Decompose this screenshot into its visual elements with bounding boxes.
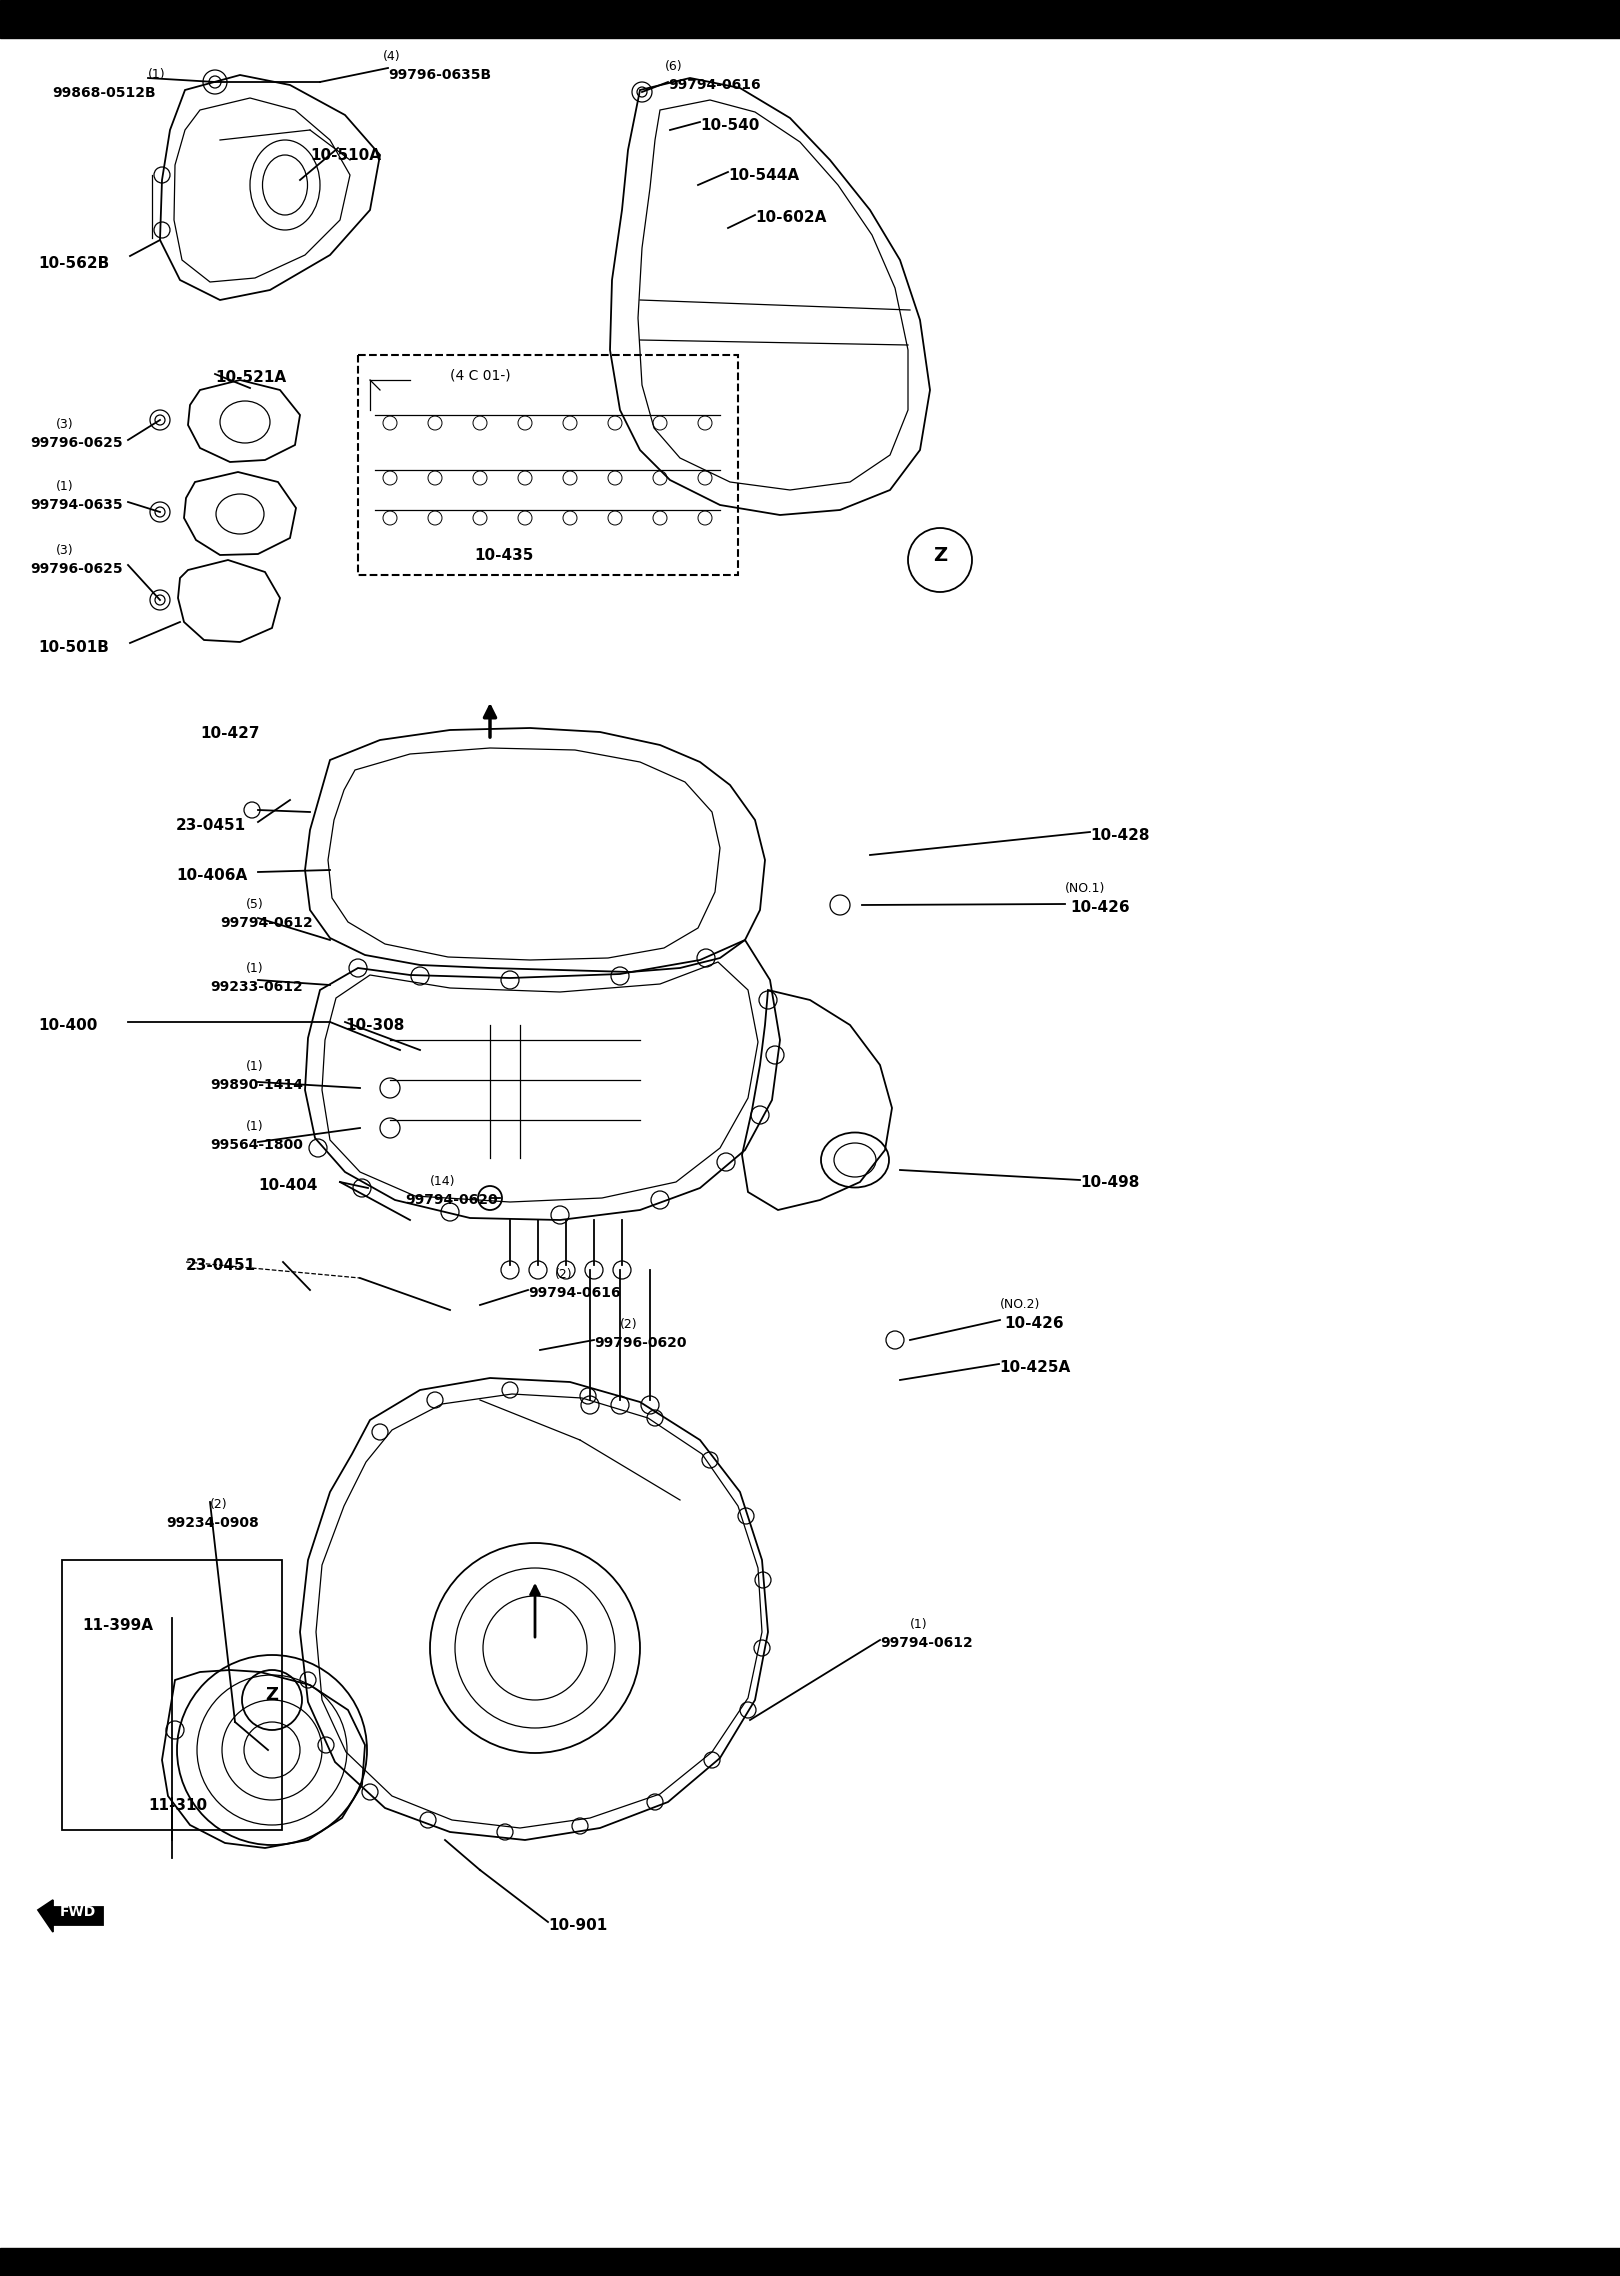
- Text: 10-521A: 10-521A: [215, 371, 287, 385]
- Text: 10-901: 10-901: [548, 1919, 608, 1932]
- Text: (3): (3): [57, 544, 73, 558]
- Text: 99233-0612: 99233-0612: [211, 981, 303, 995]
- Text: (1): (1): [246, 1120, 264, 1133]
- Text: (2): (2): [211, 1498, 228, 1511]
- Text: 10-498: 10-498: [1081, 1174, 1139, 1190]
- Text: (1): (1): [910, 1618, 928, 1632]
- Text: 10-544A: 10-544A: [727, 168, 799, 182]
- Text: 10-400: 10-400: [37, 1017, 97, 1033]
- Text: 10-427: 10-427: [199, 726, 259, 742]
- Text: (NO.1): (NO.1): [1064, 883, 1105, 894]
- Text: 99890-1414: 99890-1414: [211, 1079, 303, 1092]
- Text: (NO.2): (NO.2): [1000, 1297, 1040, 1311]
- Text: 23-0451: 23-0451: [186, 1259, 256, 1272]
- Text: (2): (2): [556, 1268, 572, 1281]
- Text: 99794-0620: 99794-0620: [405, 1193, 497, 1206]
- Text: 99796-0635B: 99796-0635B: [389, 68, 491, 82]
- Text: Z: Z: [933, 546, 948, 564]
- Text: 10-602A: 10-602A: [755, 209, 826, 225]
- Text: 99868-0512B: 99868-0512B: [52, 86, 156, 100]
- Bar: [62, 1559, 282, 1830]
- Text: (1): (1): [246, 1061, 264, 1072]
- Text: 99796-0620: 99796-0620: [595, 1336, 687, 1350]
- Text: OIL PAN & TIMING COVER (1800CC): OIL PAN & TIMING COVER (1800CC): [590, 2, 1030, 23]
- Text: (3): (3): [57, 419, 73, 430]
- Text: 23-0451: 23-0451: [177, 817, 246, 833]
- Text: 10-428: 10-428: [1090, 828, 1150, 842]
- Text: 10-308: 10-308: [345, 1017, 405, 1033]
- Text: 10-404: 10-404: [258, 1179, 318, 1193]
- Text: (5): (5): [246, 899, 264, 910]
- Text: 99794-0612: 99794-0612: [880, 1636, 972, 1650]
- Text: 10-406A: 10-406A: [177, 867, 248, 883]
- Text: 10-562B: 10-562B: [37, 255, 109, 271]
- Text: 10-501B: 10-501B: [37, 640, 109, 655]
- Text: (1): (1): [246, 963, 264, 974]
- Text: (14): (14): [429, 1174, 455, 1188]
- Text: 10-425A: 10-425A: [1000, 1361, 1071, 1375]
- Text: 11-310: 11-310: [147, 1798, 207, 1814]
- Text: 10-426: 10-426: [1004, 1316, 1064, 1331]
- Text: 99234-0908: 99234-0908: [165, 1516, 259, 1529]
- Text: 99794-0635: 99794-0635: [31, 498, 123, 512]
- Text: 99796-0625: 99796-0625: [31, 437, 123, 451]
- Bar: [0, 0, 1620, 39]
- Text: (1): (1): [57, 480, 73, 494]
- Polygon shape: [37, 1900, 104, 1932]
- Text: 11-399A: 11-399A: [83, 1618, 152, 1632]
- Text: 10-435: 10-435: [475, 549, 533, 562]
- Text: FWD: FWD: [60, 1905, 96, 1919]
- Text: 99794-0612: 99794-0612: [220, 915, 313, 931]
- Text: 10-510A: 10-510A: [309, 148, 381, 164]
- Text: (4): (4): [382, 50, 400, 64]
- Text: 10-540: 10-540: [700, 118, 760, 132]
- Text: 99796-0625: 99796-0625: [31, 562, 123, 576]
- Text: (1): (1): [147, 68, 165, 82]
- Bar: [358, 355, 739, 576]
- Text: 99564-1800: 99564-1800: [211, 1138, 303, 1152]
- Text: (4 C 01-): (4 C 01-): [450, 369, 510, 382]
- Text: 99794-0616: 99794-0616: [667, 77, 761, 91]
- Text: 10-426: 10-426: [1069, 899, 1129, 915]
- Bar: [0, 2249, 1620, 2276]
- Text: Z: Z: [266, 1687, 279, 1705]
- Text: 99794-0616: 99794-0616: [528, 1286, 620, 1300]
- Text: (2): (2): [620, 1318, 638, 1331]
- Text: (6): (6): [664, 59, 682, 73]
